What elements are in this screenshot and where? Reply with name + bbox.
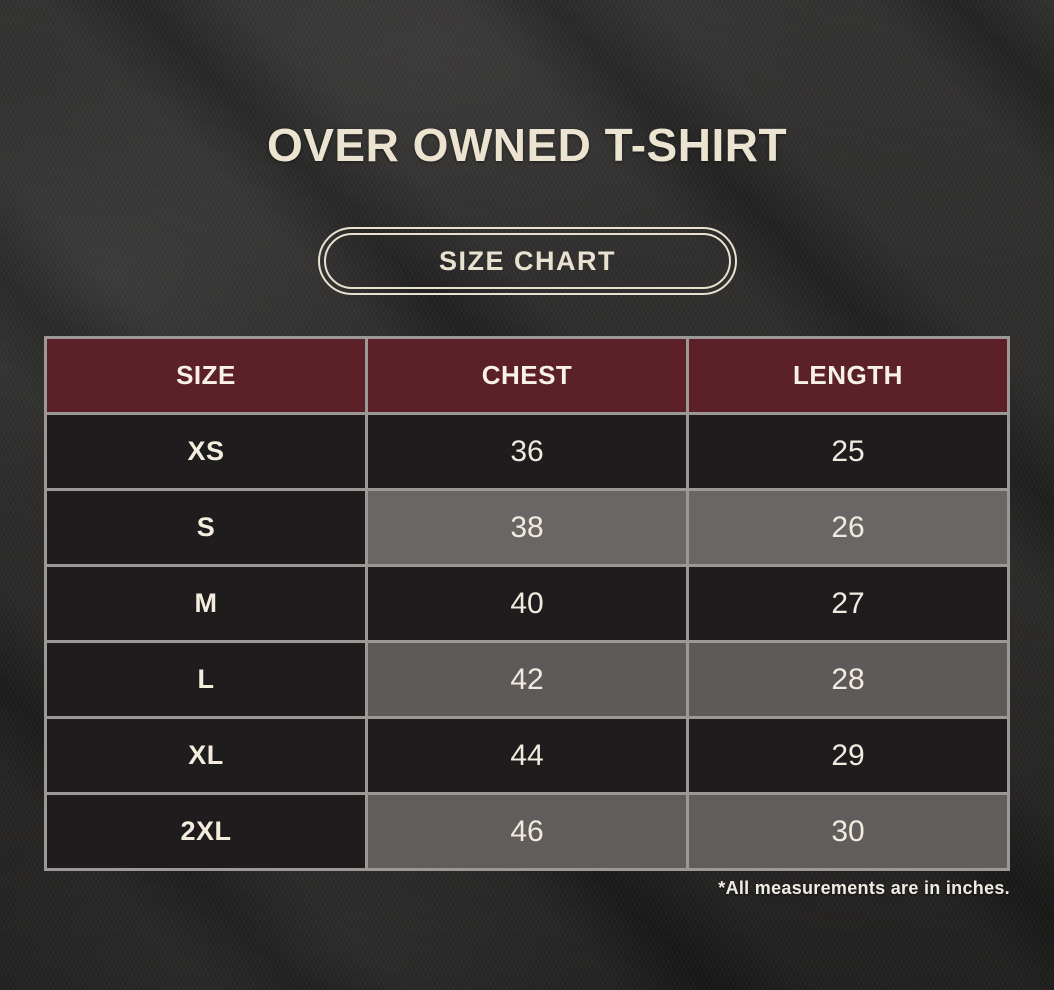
size-chart-badge-inner-border: SIZE CHART xyxy=(324,233,731,289)
length-value: 28 xyxy=(686,640,1010,719)
table-header-row: SIZE CHEST LENGTH xyxy=(44,336,1010,415)
length-value: 29 xyxy=(686,716,1010,795)
measurements-footnote: *All measurements are in inches. xyxy=(718,878,1010,898)
table-row-xl: XL 44 29 xyxy=(44,716,1010,795)
chest-value: 38 xyxy=(365,488,689,567)
size-label: S xyxy=(44,488,368,567)
size-chart-badge: SIZE CHART xyxy=(318,227,737,295)
chest-value: 40 xyxy=(365,564,689,643)
chest-value: 36 xyxy=(365,412,689,491)
column-header-size: SIZE xyxy=(44,336,368,415)
size-label: XL xyxy=(44,716,368,795)
product-title: OVER OWNED T-SHIRT xyxy=(266,119,788,171)
size-label: L xyxy=(44,640,368,719)
table-row-s: S 38 26 xyxy=(44,488,1010,567)
table-row-xs: XS 36 25 xyxy=(44,412,1010,491)
column-header-chest: CHEST xyxy=(365,336,689,415)
size-chart-badge-label: SIZE CHART xyxy=(439,245,616,276)
size-label: M xyxy=(44,564,368,643)
length-value: 25 xyxy=(686,412,1010,491)
length-value: 27 xyxy=(686,564,1010,643)
length-value: 30 xyxy=(686,792,1010,871)
chest-value: 42 xyxy=(365,640,689,719)
column-header-length: LENGTH xyxy=(686,336,1010,415)
chest-value: 46 xyxy=(365,792,689,871)
table-row-m: M 40 27 xyxy=(44,564,1010,643)
size-label: XS xyxy=(44,412,368,491)
table-row-2xl: 2XL 46 30 xyxy=(44,792,1010,871)
size-label: 2XL xyxy=(44,792,368,871)
size-table: SIZE CHEST LENGTH XS 36 25 S 38 26 M 40 … xyxy=(44,336,1010,871)
chest-value: 44 xyxy=(365,716,689,795)
table-row-l: L 42 28 xyxy=(44,640,1010,719)
length-value: 26 xyxy=(686,488,1010,567)
